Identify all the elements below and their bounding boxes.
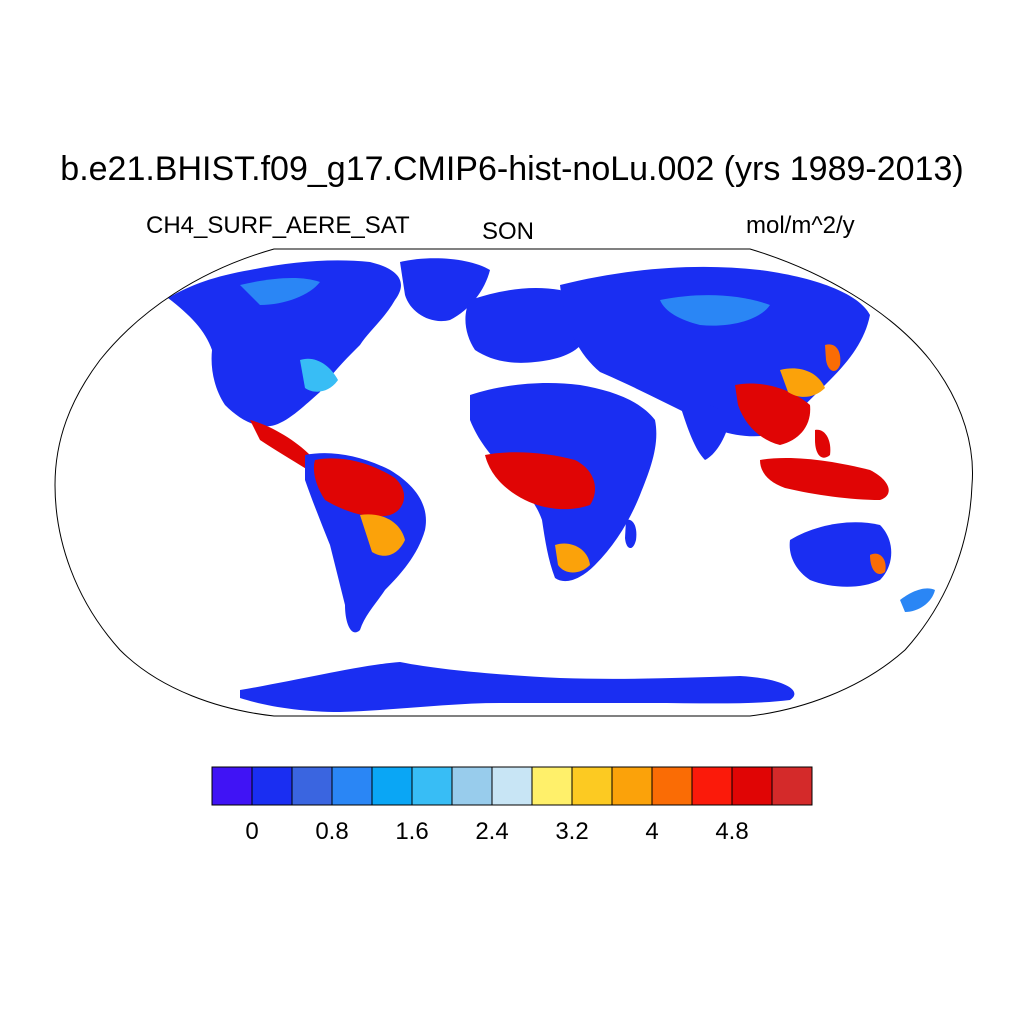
land-greenland (400, 258, 490, 322)
colorbar-swatch (691, 766, 733, 806)
land-north-america (168, 260, 401, 427)
colorbar-swatch (331, 766, 373, 806)
land-amazon (313, 458, 405, 517)
colorbar-swatch (771, 766, 813, 806)
colorbar-tick-label: 4.8 (715, 818, 748, 845)
colorbar-swatch (651, 766, 693, 806)
colorbar-tick-label: 3.2 (555, 818, 588, 845)
land-australia-east (870, 553, 886, 575)
season-label: SON (482, 218, 535, 245)
land-europe (465, 288, 587, 363)
colorbar-swatch (211, 766, 253, 806)
variable-label: CH4_SURF_AERE_SAT (146, 212, 410, 239)
colorbar-swatch (491, 766, 533, 806)
colorbar-swatch (371, 766, 413, 806)
land-us-east (300, 358, 338, 392)
land-canada-arctic (240, 278, 320, 305)
colorbar-swatch (291, 766, 333, 806)
land-philippines (815, 429, 831, 458)
land-central-america (250, 420, 317, 472)
land-east-china (780, 368, 825, 397)
colorbar-swatch (731, 766, 773, 806)
colorbar-swatch (531, 766, 573, 806)
map-outline (54, 248, 973, 717)
colorbar-swatch (411, 766, 453, 806)
land-antarctica-rim (240, 662, 795, 712)
land-central-africa (485, 452, 595, 510)
land-southeast-asia (735, 383, 811, 445)
land-japan (825, 344, 841, 372)
units-label: mol/m^2/y (746, 212, 855, 239)
land-siberia-north (660, 295, 770, 326)
land-madagascar (625, 519, 637, 549)
colorbar-tick-label: 0.8 (315, 818, 348, 845)
land-brazil-east (360, 514, 405, 556)
colorbar-tick-label: 4 (645, 818, 658, 845)
colorbar-swatch (451, 766, 493, 806)
land-indonesia (760, 458, 889, 500)
chart-title: b.e21.BHIST.f09_g17.CMIP6-hist-noLu.002 … (60, 150, 964, 188)
colorbar-tick-label: 1.6 (395, 818, 428, 845)
land-australia (789, 522, 892, 587)
land-southern-africa (555, 543, 590, 573)
colorbar-swatch (571, 766, 613, 806)
colorbar-swatch (251, 766, 293, 806)
land-new-zealand (900, 588, 935, 612)
land-india (680, 403, 730, 460)
colorbar-tick-label: 0 (245, 818, 258, 845)
colorbar-tick-label: 2.4 (475, 818, 508, 845)
colorbar-swatch (611, 766, 653, 806)
